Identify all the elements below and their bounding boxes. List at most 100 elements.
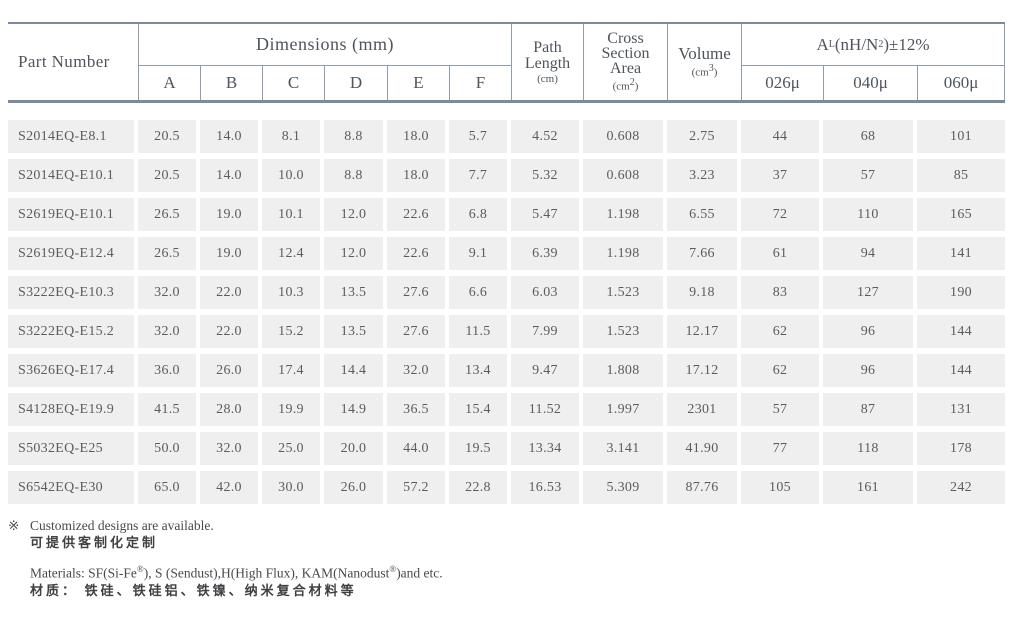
dim-d-cell: 26.0	[324, 471, 387, 504]
path-length-cell: 9.47	[511, 354, 583, 387]
al-060-cell: 178	[917, 432, 1005, 465]
al-060-cell: 242	[917, 471, 1005, 504]
header-cross-unit: (cm2)	[612, 77, 639, 93]
al-060-cell: 101	[917, 120, 1005, 153]
cross-section-cell: 1.808	[583, 354, 667, 387]
volume-cell: 17.12	[667, 354, 741, 387]
cross-section-cell: 1.523	[583, 276, 667, 309]
al-026-cell: 62	[741, 315, 823, 348]
header-col-a: A	[138, 66, 200, 100]
header-part-number: Part Number	[18, 52, 110, 71]
dim-a-cell: 32.0	[138, 315, 200, 348]
note-materials-en: Materials: SF(Si-Fe®), S (Sendust),H(Hig…	[30, 564, 443, 581]
al-026-cell: 44	[741, 120, 823, 153]
header-col-040u: 040μ	[823, 66, 917, 100]
al-026-cell: 57	[741, 393, 823, 426]
dim-d-cell: 8.8	[324, 120, 387, 153]
spec-table: Part Number Dimensions (mm) A B C D E F …	[8, 22, 1005, 504]
volume-cell: 3.23	[667, 159, 741, 192]
volume-cell: 7.66	[667, 237, 741, 270]
al-026-cell: 105	[741, 471, 823, 504]
dim-f-cell: 6.6	[449, 276, 511, 309]
dim-b-cell: 19.0	[200, 198, 262, 231]
note-customized: ※ Customized designs are available.	[8, 517, 1035, 534]
note-customized-zh: 可提供客制化定制	[30, 535, 159, 550]
dim-b-cell: 28.0	[200, 393, 262, 426]
part-number-cell: S2014EQ-E8.1	[8, 120, 138, 153]
dim-b-cell: 14.0	[200, 159, 262, 192]
table-row: S3222EQ-E15.2 32.0 22.0 15.2 13.5 27.6 1…	[8, 315, 1005, 348]
cross-section-cell: 0.608	[583, 159, 667, 192]
path-length-cell: 6.03	[511, 276, 583, 309]
al-040-cell: 94	[823, 237, 917, 270]
dim-f-cell: 5.7	[449, 120, 511, 153]
volume-cell: 9.18	[667, 276, 741, 309]
path-length-cell: 5.47	[511, 198, 583, 231]
dim-f-cell: 19.5	[449, 432, 511, 465]
dim-c-cell: 30.0	[262, 471, 324, 504]
dim-e-cell: 22.6	[387, 237, 449, 270]
registered-mark-icon: ®	[136, 564, 144, 574]
table-row: S2619EQ-E10.1 26.5 19.0 10.1 12.0 22.6 6…	[8, 198, 1005, 231]
dim-f-cell: 22.8	[449, 471, 511, 504]
al-040-cell: 68	[823, 120, 917, 153]
header-path-length: Path Length (cm)	[511, 24, 583, 100]
dim-a-cell: 20.5	[138, 159, 200, 192]
al-040-cell: 127	[823, 276, 917, 309]
dim-d-cell: 13.5	[324, 276, 387, 309]
al-040-cell: 96	[823, 354, 917, 387]
al-060-cell: 85	[917, 159, 1005, 192]
path-length-cell: 13.34	[511, 432, 583, 465]
registered-mark-icon: ®	[389, 564, 397, 574]
cross-section-cell: 1.198	[583, 237, 667, 270]
footnotes: ※ Customized designs are available. 可提供客…	[8, 517, 1035, 600]
path-length-cell: 4.52	[511, 120, 583, 153]
dim-e-cell: 22.6	[387, 198, 449, 231]
dim-e-cell: 32.0	[387, 354, 449, 387]
table-row: S4128EQ-E19.9 41.5 28.0 19.9 14.9 36.5 1…	[8, 393, 1005, 426]
cross-section-cell: 3.141	[583, 432, 667, 465]
al-040-cell: 118	[823, 432, 917, 465]
dim-d-cell: 12.0	[324, 237, 387, 270]
al-026-cell: 62	[741, 354, 823, 387]
dim-c-cell: 17.4	[262, 354, 324, 387]
dim-a-cell: 26.5	[138, 237, 200, 270]
dim-a-cell: 26.5	[138, 198, 200, 231]
dim-e-cell: 27.6	[387, 315, 449, 348]
header-col-026u: 026μ	[741, 66, 823, 100]
path-length-cell: 16.53	[511, 471, 583, 504]
al-060-cell: 141	[917, 237, 1005, 270]
header-volume: Volume (cm3)	[667, 24, 741, 100]
cross-section-cell: 1.198	[583, 198, 667, 231]
cross-section-cell: 0.608	[583, 120, 667, 153]
dim-c-cell: 25.0	[262, 432, 324, 465]
dim-b-cell: 19.0	[200, 237, 262, 270]
header-col-e: E	[387, 66, 449, 100]
cross-section-cell: 1.523	[583, 315, 667, 348]
volume-cell: 87.76	[667, 471, 741, 504]
header-al-value: A L (nH/N 2)±12%	[741, 24, 1005, 66]
part-number-cell: S4128EQ-E19.9	[8, 393, 138, 426]
dim-e-cell: 44.0	[387, 432, 449, 465]
dim-d-cell: 14.4	[324, 354, 387, 387]
part-number-cell: S6542EQ-E30	[8, 471, 138, 504]
table-body: S2014EQ-E8.1 20.5 14.0 8.1 8.8 18.0 5.7 …	[8, 120, 1005, 504]
dim-b-cell: 42.0	[200, 471, 262, 504]
header-col-c: C	[262, 66, 324, 100]
dim-c-cell: 19.9	[262, 393, 324, 426]
dim-c-cell: 10.0	[262, 159, 324, 192]
dim-d-cell: 13.5	[324, 315, 387, 348]
dim-f-cell: 11.5	[449, 315, 511, 348]
dim-d-cell: 8.8	[324, 159, 387, 192]
part-number-cell: S5032EQ-E25	[8, 432, 138, 465]
dim-f-cell: 13.4	[449, 354, 511, 387]
datasheet-page: Part Number Dimensions (mm) A B C D E F …	[0, 22, 1035, 628]
al-040-cell: 57	[823, 159, 917, 192]
dim-c-cell: 10.3	[262, 276, 324, 309]
dim-b-cell: 26.0	[200, 354, 262, 387]
header-cross-section: Cross Section Area (cm2)	[583, 24, 667, 100]
path-length-cell: 6.39	[511, 237, 583, 270]
dim-f-cell: 7.7	[449, 159, 511, 192]
table-header: Part Number Dimensions (mm) A B C D E F …	[8, 22, 1005, 103]
dim-b-cell: 14.0	[200, 120, 262, 153]
